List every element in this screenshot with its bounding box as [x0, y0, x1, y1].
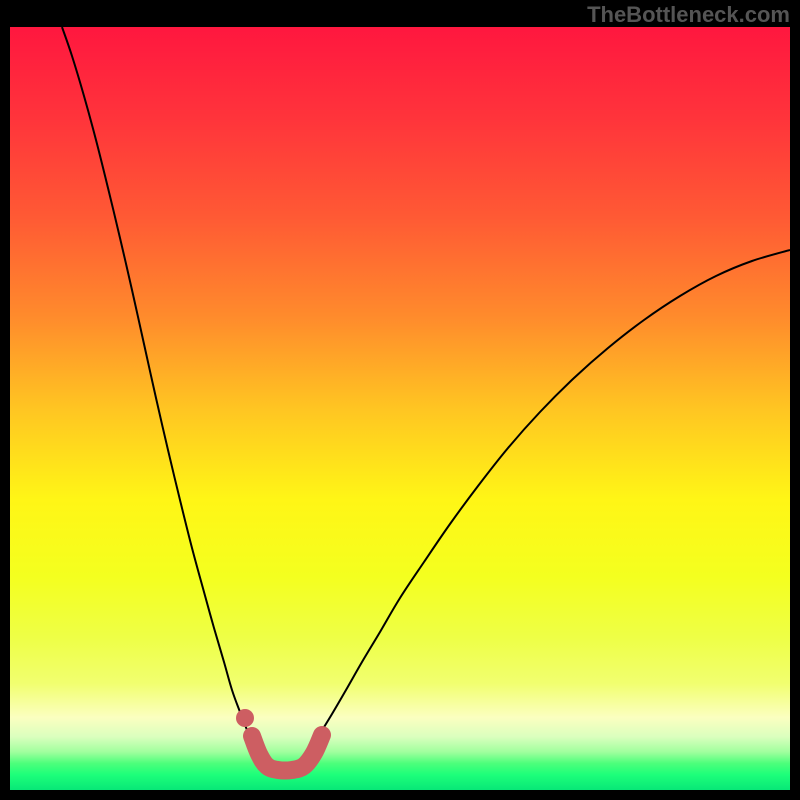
- chart-svg: [0, 0, 800, 800]
- watermark-text: TheBottleneck.com: [587, 2, 790, 28]
- valley-marker-dot: [236, 709, 254, 727]
- plot-background: [10, 27, 790, 790]
- bottleneck-chart: TheBottleneck.com: [0, 0, 800, 800]
